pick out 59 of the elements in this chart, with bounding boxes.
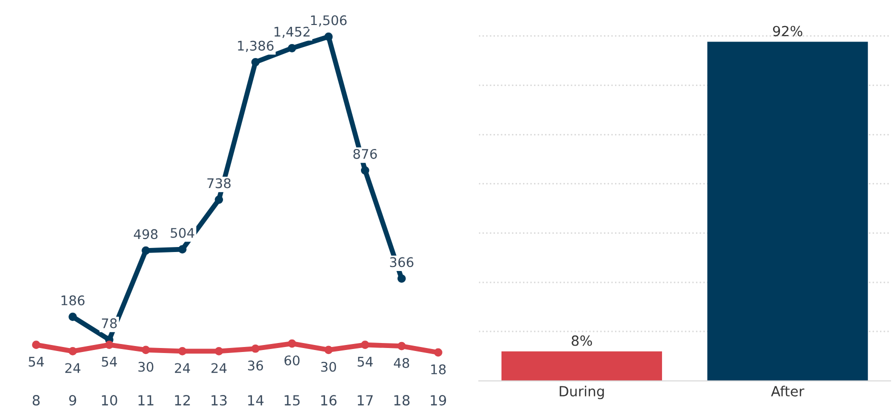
x-tick-label: 13 <box>212 395 227 406</box>
data-label: 366 <box>390 257 414 268</box>
x-tick-label: During <box>560 386 604 400</box>
point <box>397 342 406 350</box>
point <box>251 58 260 66</box>
data-label: 24 <box>65 363 80 373</box>
point <box>214 196 224 204</box>
point <box>142 346 150 354</box>
point <box>360 340 370 349</box>
data-label: 36 <box>248 360 264 371</box>
data-label: 24 <box>211 363 227 373</box>
data-label: 8% <box>572 335 592 346</box>
data-label: 186 <box>62 295 84 306</box>
data-label: 48 <box>394 358 410 368</box>
point <box>68 312 77 321</box>
point <box>142 246 150 255</box>
data-label: 78 <box>102 318 117 328</box>
x-tick-label: 16 <box>321 395 336 406</box>
data-label: 54 <box>358 356 373 367</box>
x-tick-label: 11 <box>138 395 154 406</box>
data-label: 18 <box>431 364 446 374</box>
point <box>360 166 370 175</box>
x-tick-label: 12 <box>175 395 190 406</box>
point <box>178 347 187 356</box>
x-tick-label: After <box>771 386 804 396</box>
x-tick-label: 10 <box>102 395 118 406</box>
data-label: 54 <box>28 356 44 367</box>
x-tick-label: 18 <box>394 395 410 406</box>
point <box>178 245 187 254</box>
data-label: 24 <box>174 363 190 373</box>
point <box>324 32 333 41</box>
data-label: 30 <box>138 362 154 372</box>
x-tick-label: 14 <box>248 395 264 406</box>
point <box>214 347 224 356</box>
data-label: 1,386 <box>238 40 274 52</box>
point <box>105 340 114 349</box>
point <box>397 274 406 283</box>
data-label: 1,506 <box>311 15 347 27</box>
point <box>324 346 333 354</box>
data-label: 92% <box>773 26 802 36</box>
x-tick-label: 9 <box>69 395 76 406</box>
data-label: 30 <box>321 362 336 372</box>
data-label: 498 <box>134 229 158 240</box>
data-label: 60 <box>284 355 300 366</box>
data-label: 738 <box>207 178 231 188</box>
data-label: 54 <box>102 356 117 367</box>
data-label: 504 <box>170 228 194 238</box>
x-tick-label: 19 <box>430 395 446 406</box>
point <box>288 44 296 52</box>
x-tick-label: 15 <box>284 395 300 406</box>
x-tick-label: 8 <box>32 395 40 406</box>
point <box>32 340 40 349</box>
point <box>251 344 260 353</box>
x-tick-label: 17 <box>358 395 373 406</box>
point <box>288 339 296 348</box>
data-label: 876 <box>353 148 377 159</box>
data-label: 1,452 <box>274 26 310 38</box>
point <box>434 348 442 357</box>
point <box>68 347 77 356</box>
